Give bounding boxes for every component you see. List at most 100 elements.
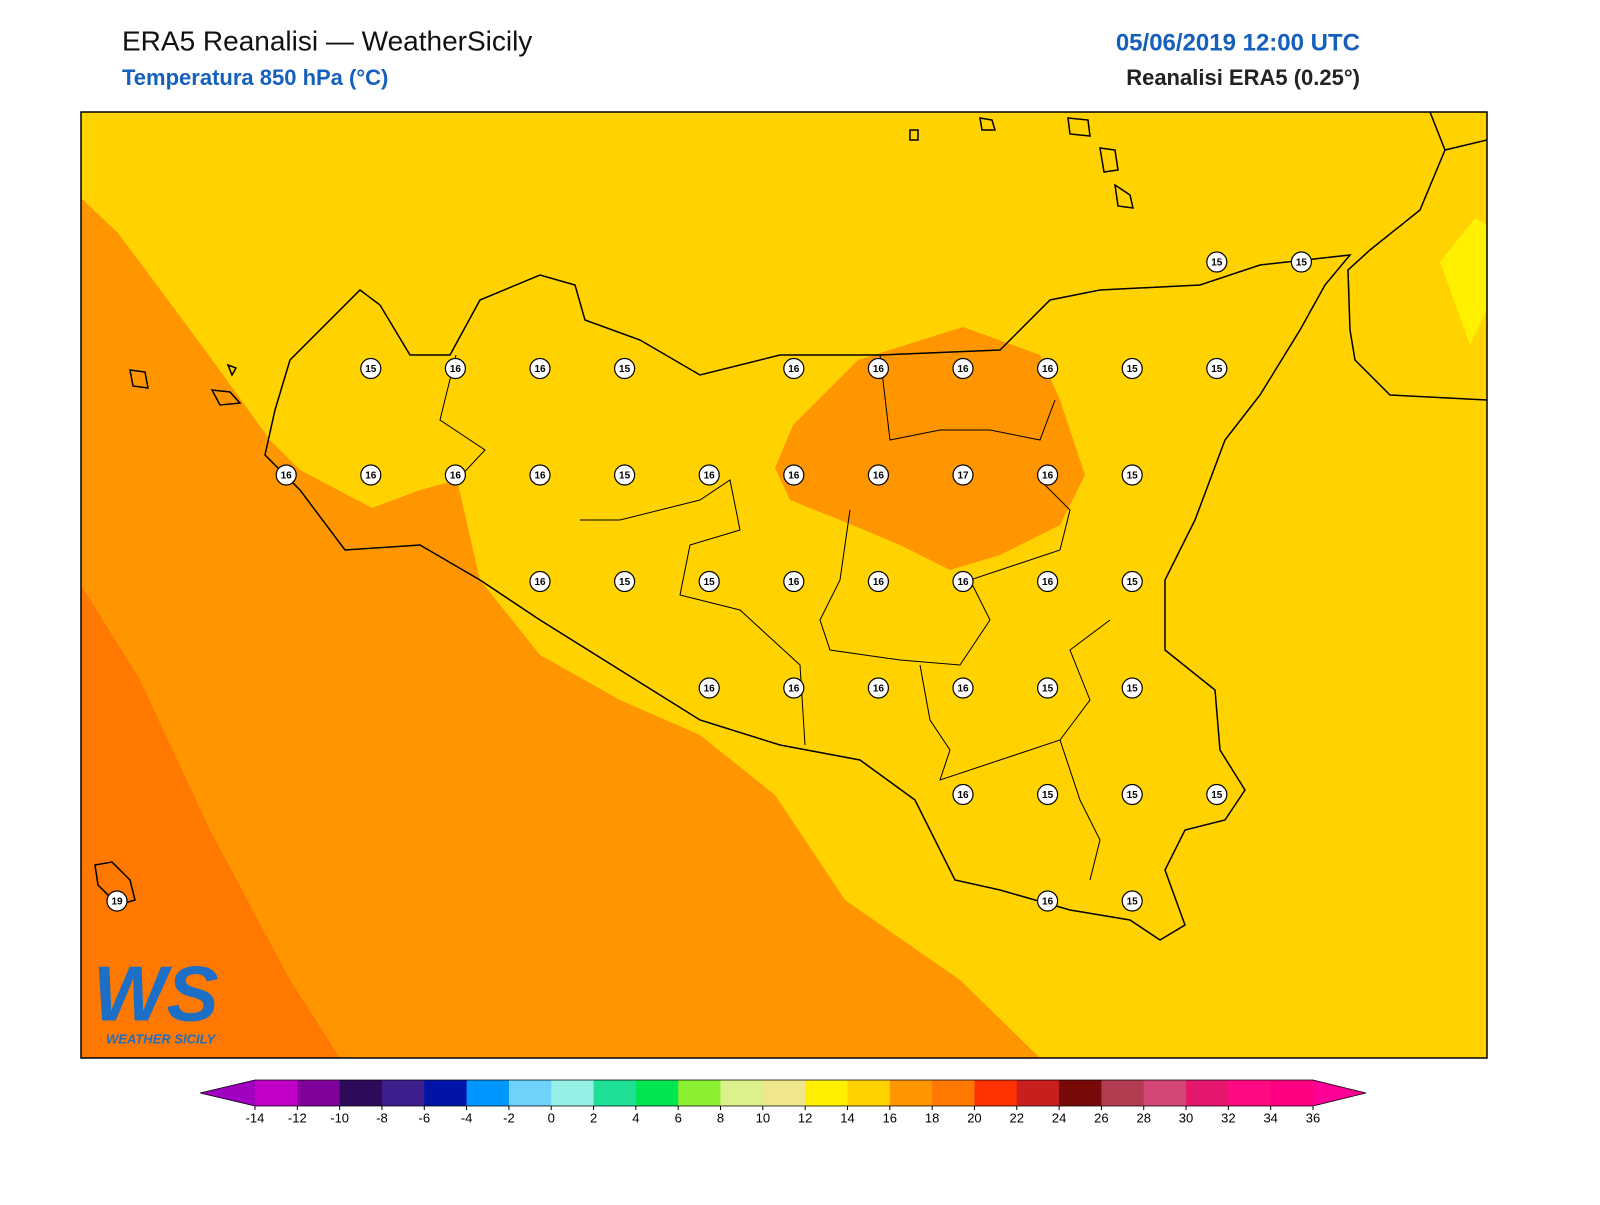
station-value: 16 bbox=[1042, 897, 1054, 908]
station-marker bbox=[529, 464, 551, 486]
colorbar-swatch bbox=[1016, 1080, 1060, 1106]
colorbar-tick-label: 18 bbox=[925, 1110, 939, 1125]
station-value: 16 bbox=[873, 471, 885, 482]
station-marker bbox=[360, 357, 382, 380]
colorbar-tick-label: -4 bbox=[461, 1110, 473, 1125]
logo-name: WEATHER SICILY bbox=[106, 1031, 217, 1046]
colorbar-tick-label: 16 bbox=[883, 1110, 897, 1125]
colorbar-tick-label: 8 bbox=[717, 1110, 724, 1125]
station-value: 16 bbox=[788, 684, 800, 695]
colorbar-tick-label: 22 bbox=[1010, 1110, 1024, 1125]
station-value: 15 bbox=[1127, 471, 1139, 482]
station-value: 16 bbox=[365, 471, 377, 482]
datetime: 05/06/2019 12:00 UTC bbox=[1116, 29, 1360, 56]
colorbar: -14 -12 -10 -8 -6 -4 -2 0 2 4 6 8 10 12 14 16 18 20 22 24 26… bbox=[199, 1079, 1367, 1125]
station-marker bbox=[529, 357, 551, 380]
station-marker bbox=[698, 677, 720, 699]
coastline bbox=[264, 254, 1352, 941]
station-marker bbox=[1121, 890, 1143, 912]
station-marker bbox=[783, 677, 805, 699]
station-value: 15 bbox=[1211, 364, 1223, 375]
colorbar-swatch bbox=[593, 1080, 637, 1106]
station-marker bbox=[1206, 783, 1228, 806]
station-layer: 15 15 15 16 16 15 16 16 16 16 15 15 16 16 16 16 15 16 16 16… bbox=[106, 251, 1313, 912]
colorbar-tick-label: 26 bbox=[1094, 1110, 1108, 1125]
station-value: 17 bbox=[957, 471, 969, 482]
station-value: 15 bbox=[1127, 684, 1139, 695]
colorbar-tick-label: 20 bbox=[967, 1110, 981, 1125]
colorbar-tick-label: -6 bbox=[418, 1110, 430, 1125]
colorbar-tick-label: 24 bbox=[1052, 1110, 1066, 1125]
colorbar-swatch bbox=[635, 1080, 679, 1106]
station-marker bbox=[867, 357, 890, 380]
station-value: 15 bbox=[1211, 790, 1223, 801]
station-value: 15 bbox=[1211, 258, 1223, 269]
colorbar-tick-label: 10 bbox=[756, 1110, 770, 1125]
station-value: 16 bbox=[534, 471, 546, 482]
colorbar-tick-label: -2 bbox=[503, 1110, 515, 1125]
station-value: 16 bbox=[957, 577, 969, 588]
station-marker bbox=[613, 357, 636, 380]
station-marker bbox=[952, 783, 974, 806]
station-marker bbox=[1121, 357, 1143, 380]
islands bbox=[94, 117, 1134, 906]
colorbar-tick-label: -12 bbox=[288, 1110, 307, 1125]
map-area: 15 15 15 16 16 15 16 16 16 16 15 15 16 16 16 16 15 16 16 16… bbox=[80, 111, 1488, 1059]
colorbar-swatch bbox=[1059, 1080, 1102, 1106]
station-value: 15 bbox=[619, 577, 631, 588]
colorbar-over bbox=[1313, 1080, 1366, 1106]
field-12-14 bbox=[1440, 218, 1487, 345]
station-marker bbox=[1036, 677, 1059, 699]
station-marker bbox=[1036, 890, 1059, 912]
station-marker bbox=[952, 464, 974, 486]
subtitle: Temperatura 850 hPa (°C) bbox=[122, 65, 388, 90]
station-marker bbox=[867, 570, 890, 593]
station-marker bbox=[1121, 464, 1143, 486]
station-value: 16 bbox=[450, 364, 462, 375]
station-value: 15 bbox=[704, 577, 716, 588]
station-value: 15 bbox=[619, 364, 631, 375]
station-marker bbox=[952, 570, 974, 593]
source: Reanalisi ERA5 (0.25°) bbox=[1126, 65, 1360, 90]
station-value: 16 bbox=[704, 471, 716, 482]
colorbar-swatch bbox=[1186, 1080, 1229, 1106]
station-marker bbox=[1290, 251, 1313, 273]
colorbar-swatch bbox=[762, 1080, 806, 1106]
colorbar-tick-label: 2 bbox=[590, 1110, 597, 1125]
station-marker bbox=[952, 357, 974, 380]
station-value: 16 bbox=[450, 471, 462, 482]
station-marker bbox=[1121, 677, 1143, 699]
colorbar-tick-label: 12 bbox=[798, 1110, 812, 1125]
station-marker bbox=[867, 677, 890, 699]
colorbar-tick-label: 14 bbox=[840, 1110, 854, 1125]
station-value: 16 bbox=[957, 364, 969, 375]
station-marker bbox=[275, 464, 297, 486]
station-value: 15 bbox=[619, 471, 631, 482]
colorbar-swatch bbox=[424, 1080, 468, 1106]
colorbar-swatch bbox=[466, 1080, 510, 1106]
colorbar-swatch bbox=[255, 1080, 298, 1106]
colorbar-swatch bbox=[805, 1080, 848, 1106]
station-value: 15 bbox=[1127, 790, 1139, 801]
station-value: 16 bbox=[873, 577, 885, 588]
colorbar-tick-label: -14 bbox=[246, 1110, 265, 1125]
station-value: 16 bbox=[788, 471, 800, 482]
station-value: 15 bbox=[365, 364, 377, 375]
colorbar-swatch bbox=[1143, 1080, 1187, 1106]
station-marker bbox=[444, 464, 466, 486]
colorbar-swatch bbox=[847, 1080, 891, 1106]
station-marker bbox=[1036, 464, 1059, 486]
colorbar-swatch bbox=[551, 1080, 595, 1106]
colorbar-tick-label: 28 bbox=[1136, 1110, 1150, 1125]
colorbar-swatch bbox=[339, 1080, 383, 1106]
station-marker bbox=[444, 357, 466, 380]
colorbar-swatch bbox=[974, 1080, 1018, 1106]
station-marker bbox=[1121, 783, 1143, 806]
colorbar-swatch bbox=[297, 1080, 341, 1106]
field-16-18-blob bbox=[775, 327, 1085, 570]
station-marker bbox=[1036, 570, 1059, 593]
colorbar-tick-label: 34 bbox=[1263, 1110, 1277, 1125]
station-marker bbox=[698, 570, 720, 593]
